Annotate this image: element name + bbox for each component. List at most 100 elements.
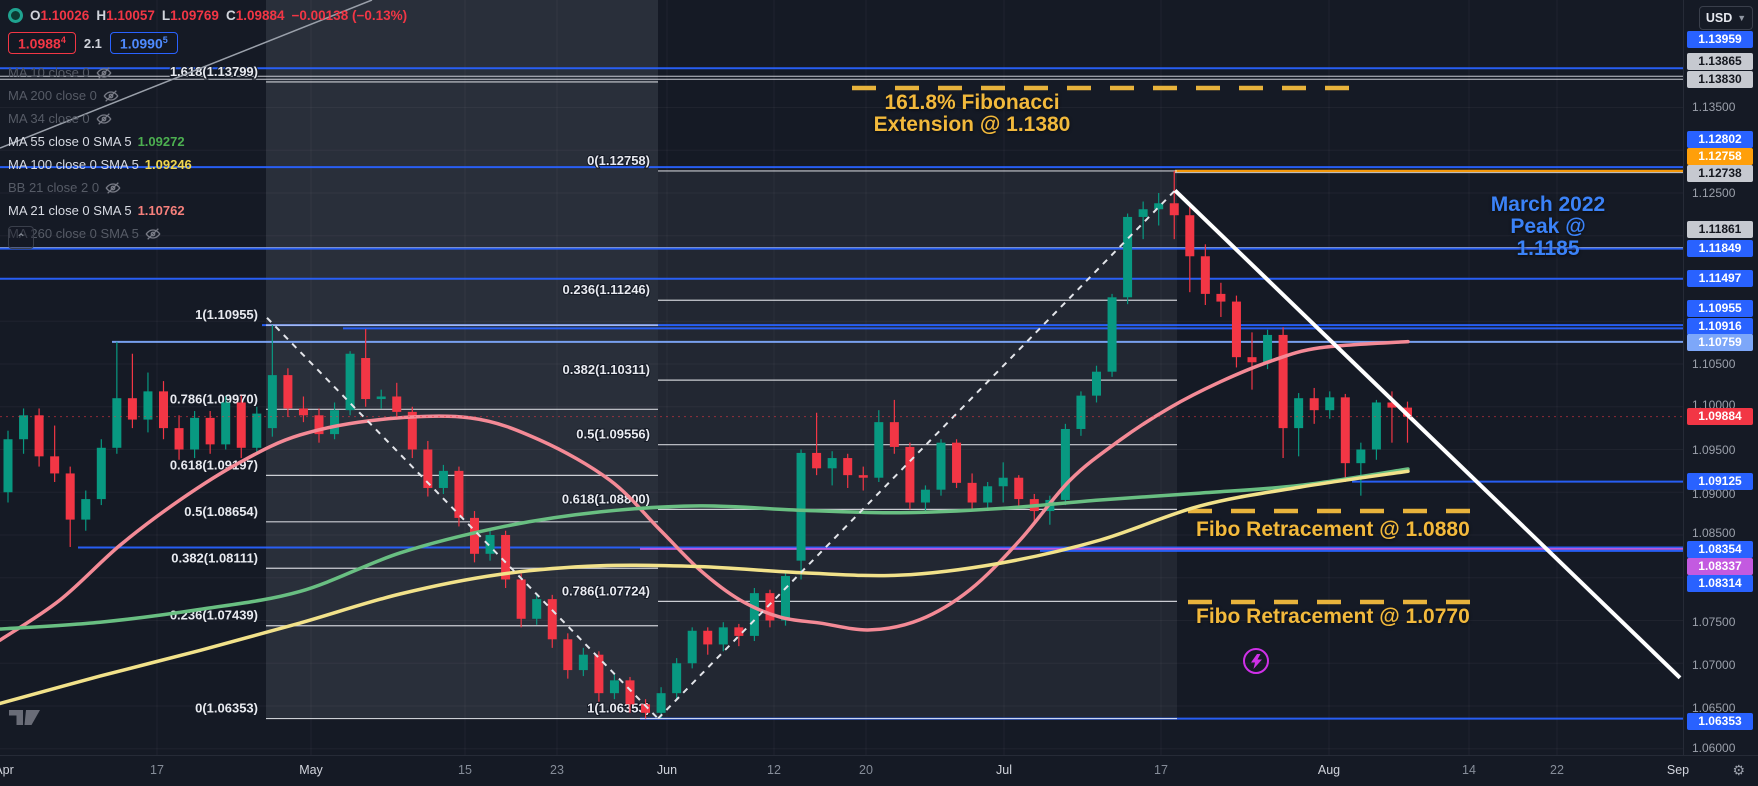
candle[interactable] bbox=[1014, 475, 1024, 506]
candle[interactable] bbox=[718, 622, 728, 652]
candle[interactable] bbox=[283, 368, 293, 418]
indicator-row-1[interactable]: MA 10 close 0 bbox=[8, 61, 407, 84]
indicator-row-2[interactable]: MA 200 close 0 bbox=[8, 84, 407, 107]
candle[interactable] bbox=[874, 410, 884, 482]
june-uptrend-dashed[interactable] bbox=[657, 189, 1176, 720]
candle[interactable] bbox=[423, 440, 433, 497]
hidden-eye-icon[interactable] bbox=[105, 181, 121, 195]
candle[interactable] bbox=[1325, 391, 1335, 419]
candle[interactable] bbox=[516, 573, 526, 628]
indicator-row-3[interactable]: MA 34 close 0 bbox=[8, 107, 407, 130]
candle[interactable] bbox=[687, 627, 697, 669]
candle[interactable] bbox=[625, 676, 635, 713]
price-badge-1.12802[interactable]: 1.12802 bbox=[1687, 131, 1753, 148]
price-badge-1.10955[interactable]: 1.10955 bbox=[1687, 300, 1753, 317]
candle[interactable] bbox=[1356, 442, 1366, 496]
currency-dropdown[interactable]: USD ▼ bbox=[1699, 6, 1753, 30]
candle[interactable] bbox=[345, 351, 355, 416]
candle[interactable] bbox=[298, 396, 308, 423]
tradingview-logo-icon[interactable] bbox=[9, 710, 45, 727]
price-badge-1.08354[interactable]: 1.08354 bbox=[1687, 541, 1753, 558]
hidden-eye-icon[interactable] bbox=[145, 227, 161, 241]
candle[interactable] bbox=[485, 528, 495, 561]
candle[interactable] bbox=[609, 673, 619, 700]
candle[interactable] bbox=[1138, 201, 1148, 240]
candle[interactable] bbox=[174, 415, 184, 460]
candle[interactable] bbox=[532, 593, 542, 625]
candle[interactable] bbox=[547, 594, 557, 648]
candle[interactable] bbox=[1294, 393, 1304, 457]
candle[interactable] bbox=[361, 328, 371, 407]
candle[interactable] bbox=[703, 627, 713, 655]
indicator-row-4[interactable]: MA 55 close 0 SMA 5 1.09272 bbox=[8, 130, 407, 153]
grey-rising-trendline[interactable] bbox=[0, 0, 373, 149]
price-badge-1.09125[interactable]: 1.09125 bbox=[1687, 473, 1753, 490]
candle[interactable] bbox=[314, 408, 324, 443]
candle[interactable] bbox=[796, 449, 806, 580]
candle[interactable] bbox=[1309, 387, 1319, 424]
candle[interactable] bbox=[1247, 332, 1257, 390]
candle[interactable] bbox=[1154, 193, 1164, 226]
candle[interactable] bbox=[1092, 365, 1101, 403]
settings-gear-icon[interactable]: ⚙ bbox=[1732, 762, 1745, 778]
candle[interactable] bbox=[656, 687, 666, 718]
indicator-row-7[interactable]: MA 21 close 0 SMA 5 1.10762 bbox=[8, 199, 407, 222]
price-badge-1.12738[interactable]: 1.12738 bbox=[1687, 165, 1753, 182]
candle[interactable] bbox=[998, 462, 1008, 503]
buy-price-button[interactable]: 1.09905 bbox=[109, 31, 178, 55]
candle[interactable] bbox=[159, 381, 168, 440]
candle[interactable] bbox=[1278, 327, 1288, 459]
indicator-row-5[interactable]: MA 100 close 0 SMA 5 1.09246 bbox=[8, 153, 407, 176]
candle[interactable] bbox=[905, 442, 915, 510]
price-badge-1.11849[interactable]: 1.11849 bbox=[1687, 240, 1753, 257]
time-scale[interactable]: Apr 17 May 15 23 Jun 12 20 Jul 17 Aug 14 22 Sep bbox=[0, 755, 1758, 786]
price-badge-1.10759[interactable]: 1.10759 bbox=[1687, 334, 1753, 351]
hidden-eye-icon[interactable] bbox=[96, 112, 112, 126]
candle[interactable] bbox=[205, 411, 215, 454]
candle[interactable] bbox=[563, 633, 573, 679]
candle[interactable] bbox=[967, 473, 977, 512]
candle[interactable] bbox=[1231, 295, 1241, 368]
candle[interactable] bbox=[594, 651, 604, 702]
candle[interactable] bbox=[143, 372, 153, 433]
candle[interactable] bbox=[672, 658, 682, 700]
legend-collapse-button[interactable]: ⌃ bbox=[8, 226, 34, 249]
candle[interactable] bbox=[734, 623, 744, 647]
candle[interactable] bbox=[1185, 202, 1195, 293]
candle[interactable] bbox=[3, 430, 13, 503]
candle[interactable] bbox=[221, 396, 231, 450]
price-badge-1.12758[interactable]: 1.12758 bbox=[1687, 148, 1753, 165]
ma-line-ma-100[interactable] bbox=[0, 469, 1410, 706]
candle[interactable] bbox=[454, 466, 464, 527]
july-downtrend-solid[interactable] bbox=[1173, 188, 1682, 680]
candle[interactable] bbox=[501, 530, 511, 589]
candle[interactable] bbox=[438, 464, 448, 494]
lightning-icon[interactable] bbox=[1243, 648, 1269, 674]
candle[interactable] bbox=[392, 382, 402, 420]
price-badge-1.10916[interactable]: 1.10916 bbox=[1687, 318, 1753, 335]
candle[interactable] bbox=[1169, 170, 1179, 240]
candle[interactable] bbox=[843, 453, 853, 488]
price-badge-1.13865[interactable]: 1.13865 bbox=[1687, 53, 1753, 70]
candle[interactable] bbox=[812, 412, 822, 476]
candle[interactable] bbox=[1340, 393, 1350, 482]
candle[interactable] bbox=[749, 588, 759, 642]
candle[interactable] bbox=[1107, 293, 1117, 377]
indicator-row-6[interactable]: BB 21 close 2 0 bbox=[8, 176, 407, 199]
candlestick-chart[interactable]: 1.618(1.13799) 1(1.10955) 0.786(1.09970) 0.… bbox=[0, 0, 1683, 755]
candle[interactable] bbox=[641, 699, 651, 719]
hidden-eye-icon[interactable] bbox=[96, 66, 112, 80]
ohlc-row[interactable]: O1.10026 H1.10057 L1.09769 C1.09884 −0.0… bbox=[8, 4, 407, 26]
sell-price-button[interactable]: 1.09884 bbox=[8, 31, 76, 55]
price-badge-1.11861[interactable]: 1.11861 bbox=[1687, 221, 1753, 238]
price-scale[interactable]: USD ▼ 1.13959 1.13865 1.13830 1.13500 1.12802… bbox=[1683, 0, 1758, 778]
price-badge-1.11497[interactable]: 1.11497 bbox=[1687, 270, 1753, 287]
chart-pane[interactable]: 1.618(1.13799) 1(1.10955) 0.786(1.09970) 0.… bbox=[0, 0, 1683, 755]
hidden-eye-icon[interactable] bbox=[103, 89, 119, 103]
price-badge-1.06353[interactable]: 1.06353 bbox=[1687, 713, 1753, 730]
candle[interactable] bbox=[50, 425, 60, 482]
candle[interactable] bbox=[190, 411, 200, 459]
candle[interactable] bbox=[936, 439, 946, 496]
candle[interactable] bbox=[65, 466, 75, 547]
candle[interactable] bbox=[578, 647, 588, 677]
